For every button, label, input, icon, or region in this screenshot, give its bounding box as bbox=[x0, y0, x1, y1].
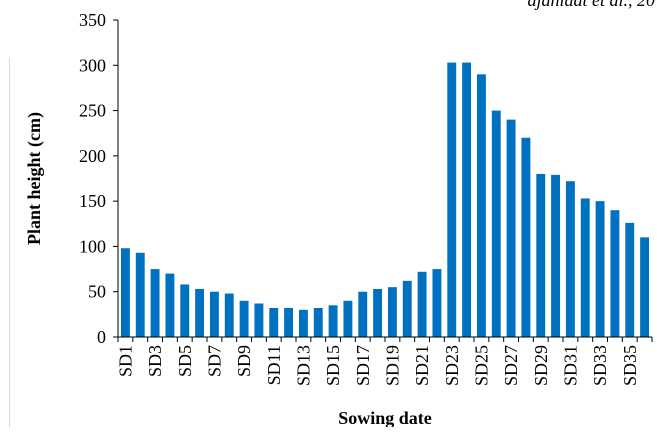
bar-sd2 bbox=[135, 252, 145, 337]
x-tick-label: SD13 bbox=[293, 345, 313, 386]
bar-sd31 bbox=[565, 181, 575, 337]
x-tick-label: SD29 bbox=[531, 345, 551, 386]
x-tick-label: SD21 bbox=[412, 345, 432, 386]
bar-sd17 bbox=[358, 291, 368, 337]
bar-sd36 bbox=[640, 237, 650, 337]
bar-sd3 bbox=[150, 269, 160, 337]
y-tick-label: 100 bbox=[79, 236, 106, 256]
x-tick-label: SD5 bbox=[175, 345, 195, 377]
bar-sd29 bbox=[536, 173, 546, 337]
bar-sd34 bbox=[610, 210, 620, 337]
x-tick-label: SD19 bbox=[382, 345, 402, 386]
x-tick-label: SD9 bbox=[234, 345, 254, 377]
bar-sd1 bbox=[120, 248, 130, 337]
bar-sd4 bbox=[165, 273, 175, 337]
x-axis-title: Sowing date bbox=[338, 408, 432, 427]
y-tick-label: 0 bbox=[97, 327, 106, 347]
bar-sd15 bbox=[328, 305, 338, 337]
bar-sd27 bbox=[506, 119, 516, 337]
bar-sd9 bbox=[239, 300, 249, 337]
bar-sd6 bbox=[195, 288, 205, 337]
bar-sd16 bbox=[343, 300, 353, 337]
x-tick-label: SD1 bbox=[115, 345, 135, 377]
y-axis-title: Plant height (cm) bbox=[24, 112, 45, 245]
x-tick-label: SD35 bbox=[620, 345, 640, 386]
bar-sd35 bbox=[625, 222, 635, 337]
citation-fragment: ajahidat et al., 20 bbox=[527, 0, 656, 10]
y-tick-label: 300 bbox=[79, 55, 106, 75]
x-tick-label: SD33 bbox=[590, 345, 610, 386]
bar-sd5 bbox=[180, 284, 190, 337]
bar-sd21 bbox=[417, 271, 427, 337]
bar-sd23 bbox=[447, 62, 457, 337]
bar-sd33 bbox=[595, 201, 605, 337]
y-tick-label: 50 bbox=[88, 282, 106, 302]
bar-sd13 bbox=[298, 309, 308, 337]
bar-sd14 bbox=[313, 308, 323, 337]
bar-sd12 bbox=[284, 308, 294, 337]
bar-sd26 bbox=[491, 110, 501, 337]
frame-divider bbox=[9, 58, 10, 427]
bar-sd10 bbox=[254, 303, 264, 337]
x-tick-label: SD15 bbox=[323, 345, 343, 386]
x-tick-label: SD11 bbox=[264, 345, 284, 385]
bar-sd7 bbox=[209, 291, 219, 337]
x-axis-ticks: SD1 SD3 SD5 SD7 SD9 SD11 SD13 SD15 SD17 SD19 SD21 S… bbox=[115, 337, 653, 386]
x-tick-label: SD23 bbox=[442, 345, 462, 386]
x-tick-label: SD25 bbox=[471, 345, 491, 386]
y-tick-label: 200 bbox=[79, 146, 106, 166]
bar-sd30 bbox=[551, 174, 561, 337]
bar-sd8 bbox=[224, 293, 234, 337]
x-tick-label: SD31 bbox=[560, 345, 580, 386]
bar-sd22 bbox=[432, 269, 442, 337]
bars bbox=[120, 62, 650, 337]
bar-sd32 bbox=[580, 198, 590, 337]
bar-sd20 bbox=[402, 280, 412, 337]
x-tick-label: SD3 bbox=[145, 345, 165, 377]
bar-sd19 bbox=[387, 287, 397, 337]
bar-sd28 bbox=[521, 137, 531, 337]
bar-sd18 bbox=[373, 288, 383, 337]
y-tick-label: 150 bbox=[79, 191, 106, 211]
x-tick-label: SD17 bbox=[353, 345, 373, 386]
x-tick-label: SD27 bbox=[501, 345, 521, 386]
bar-sd25 bbox=[476, 74, 486, 337]
y-tick-label: 250 bbox=[79, 101, 106, 121]
y-axis-ticks: 0 50 100 150 200 250 300 350 bbox=[79, 10, 118, 347]
bar-sd24 bbox=[462, 62, 472, 337]
bar-sd11 bbox=[269, 308, 279, 337]
y-tick-label: 350 bbox=[79, 10, 106, 30]
x-tick-label: SD7 bbox=[204, 345, 224, 377]
